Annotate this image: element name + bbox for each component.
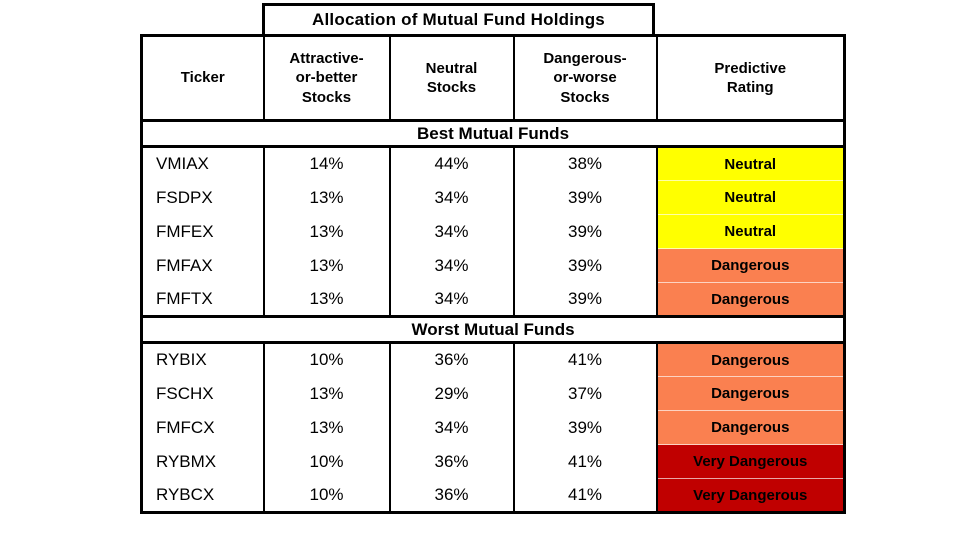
dangerous-cell: 37% xyxy=(512,376,658,411)
rating-cell: Dangerous xyxy=(655,248,846,283)
rating-cell: Neutral xyxy=(655,214,846,249)
neutral-cell: 36% xyxy=(388,478,515,513)
section-label: Worst Mutual Funds xyxy=(140,315,846,344)
rating-cell: Dangerous xyxy=(655,376,846,411)
col-header-ticker: Ticker xyxy=(140,35,265,122)
ticker-cell: RYBIX xyxy=(140,342,265,377)
rating-cell: Dangerous xyxy=(655,410,846,445)
rating-cell: Neutral xyxy=(655,146,846,181)
neutral-cell: 44% xyxy=(388,146,515,181)
neutral-cell: 36% xyxy=(388,444,515,479)
table-row: RYBCX 10% 36% 41% Very Dangerous xyxy=(140,478,846,513)
attractive-cell: 10% xyxy=(262,478,391,513)
table-row: FMFEX 13% 34% 39% Neutral xyxy=(140,214,846,249)
dangerous-cell: 39% xyxy=(512,282,658,317)
ticker-cell: FMFTX xyxy=(140,282,265,317)
dangerous-cell: 41% xyxy=(512,342,658,377)
dangerous-cell: 39% xyxy=(512,180,658,215)
dangerous-cell: 39% xyxy=(512,248,658,283)
ticker-cell: FMFAX xyxy=(140,248,265,283)
neutral-cell: 34% xyxy=(388,180,515,215)
table-row: FMFTX 13% 34% 39% Dangerous xyxy=(140,282,846,317)
fund-table: Ticker Attractive- or-better Stocks Neut… xyxy=(140,34,846,514)
attractive-cell: 10% xyxy=(262,342,391,377)
section-label: Best Mutual Funds xyxy=(140,119,846,148)
fund-allocation-table-wrapper: Allocation of Mutual Fund Holdings Ticke… xyxy=(140,3,846,514)
table-row: RYBMX 10% 36% 41% Very Dangerous xyxy=(140,444,846,479)
attractive-cell: 13% xyxy=(262,282,391,317)
neutral-cell: 34% xyxy=(388,248,515,283)
rating-cell: Dangerous xyxy=(655,282,846,317)
dangerous-cell: 39% xyxy=(512,214,658,249)
dangerous-cell: 38% xyxy=(512,146,658,181)
table-row: FMFCX 13% 34% 39% Dangerous xyxy=(140,410,846,445)
neutral-cell: 34% xyxy=(388,214,515,249)
ticker-cell: VMIAX xyxy=(140,146,265,181)
rating-cell: Very Dangerous xyxy=(655,478,846,513)
col-header-attractive: Attractive- or-better Stocks xyxy=(262,35,391,122)
table-title: Allocation of Mutual Fund Holdings xyxy=(262,3,655,34)
neutral-cell: 34% xyxy=(388,282,515,317)
fund-table-body: Best Mutual Funds VMIAX 14% 44% 38% Neut… xyxy=(140,119,846,513)
attractive-cell: 10% xyxy=(262,444,391,479)
ticker-cell: FMFCX xyxy=(140,410,265,445)
table-row: FMFAX 13% 34% 39% Dangerous xyxy=(140,248,846,283)
rating-cell: Dangerous xyxy=(655,342,846,377)
ticker-cell: FSCHX xyxy=(140,376,265,411)
ticker-cell: RYBMX xyxy=(140,444,265,479)
dangerous-cell: 41% xyxy=(512,444,658,479)
col-header-neutral: Neutral Stocks xyxy=(388,35,515,122)
ticker-cell: FMFEX xyxy=(140,214,265,249)
table-row: FSDPX 13% 34% 39% Neutral xyxy=(140,180,846,215)
section-header-row: Best Mutual Funds xyxy=(140,119,846,148)
neutral-cell: 36% xyxy=(388,342,515,377)
col-header-predictive-rating: Predictive Rating xyxy=(655,35,846,122)
neutral-cell: 34% xyxy=(388,410,515,445)
attractive-cell: 13% xyxy=(262,376,391,411)
col-header-dangerous: Dangerous- or-worse Stocks xyxy=(512,35,658,122)
neutral-cell: 29% xyxy=(388,376,515,411)
ticker-cell: FSDPX xyxy=(140,180,265,215)
rating-cell: Neutral xyxy=(655,180,846,215)
attractive-cell: 13% xyxy=(262,214,391,249)
table-row: FSCHX 13% 29% 37% Dangerous xyxy=(140,376,846,411)
dangerous-cell: 41% xyxy=(512,478,658,513)
table-row: RYBIX 10% 36% 41% Dangerous xyxy=(140,342,846,377)
rating-cell: Very Dangerous xyxy=(655,444,846,479)
attractive-cell: 13% xyxy=(262,180,391,215)
attractive-cell: 14% xyxy=(262,146,391,181)
header-row: Ticker Attractive- or-better Stocks Neut… xyxy=(140,35,846,122)
section-header-row: Worst Mutual Funds xyxy=(140,315,846,344)
attractive-cell: 13% xyxy=(262,410,391,445)
dangerous-cell: 39% xyxy=(512,410,658,445)
attractive-cell: 13% xyxy=(262,248,391,283)
ticker-cell: RYBCX xyxy=(140,478,265,513)
table-row: VMIAX 14% 44% 38% Neutral xyxy=(140,146,846,181)
